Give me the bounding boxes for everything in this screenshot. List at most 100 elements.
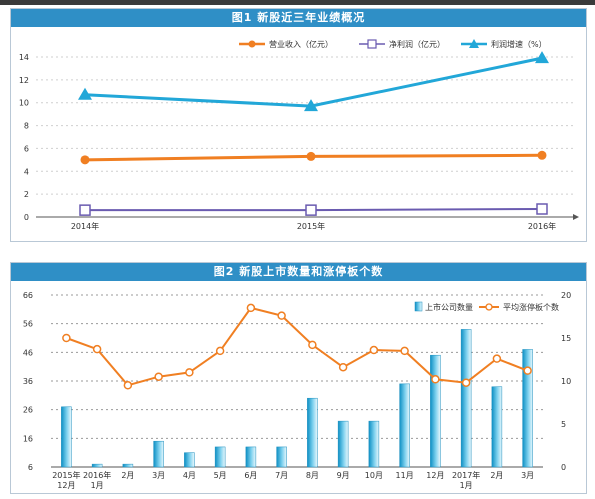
bar (491, 386, 503, 468)
legend-label: 营业收入（亿元） (269, 39, 333, 49)
x-tick-label: 2017年 (452, 470, 480, 480)
x-tick-label: 8月 (306, 471, 319, 480)
chart-1-plot: 0 2 4 6 8 10 12 14 2014年 2015年 2016年 营业收入（亿元） 净利润（亿元… (19, 39, 579, 231)
data-point (305, 204, 317, 216)
bar (153, 440, 164, 468)
data-point (535, 51, 549, 64)
legend-marker (367, 39, 377, 49)
legend-marker (414, 301, 423, 312)
bar (460, 329, 472, 468)
data-point (79, 204, 91, 216)
legend-marker (485, 303, 493, 311)
x-tick-label: 4月 (183, 471, 196, 480)
top-bar (0, 0, 595, 5)
x-tick-label: 3月 (152, 471, 165, 480)
x-tick-label: 2015年 (52, 470, 80, 480)
x-tick-label-line2: 12月 (57, 481, 75, 490)
bar (430, 354, 441, 468)
bar (61, 406, 72, 468)
bar (399, 383, 410, 468)
x-tick-label: 9月 (337, 471, 350, 480)
data-point (537, 150, 547, 160)
data-point (523, 366, 532, 375)
y-left-tick-label: 66 (23, 291, 33, 300)
data-point (369, 345, 379, 355)
data-point (185, 368, 194, 377)
y-left-tick-label: 26 (23, 406, 33, 415)
x-tick-label: 2月 (490, 471, 503, 480)
series-line (84, 56, 543, 108)
data-point (215, 346, 225, 356)
x-tick-label: 3月 (521, 471, 534, 480)
chart-2-title: 图2 新股上市数量和涨停板个数 (11, 263, 586, 281)
y-right-tick-label: 5 (561, 420, 566, 429)
legend-label: 上市公司数量 (425, 302, 473, 312)
data-point (431, 375, 440, 384)
legend-label: 平均涨停板个数 (503, 302, 559, 312)
y-right-tick-label: 15 (561, 334, 571, 343)
x-tick-label: 7月 (275, 471, 288, 480)
data-point (461, 378, 471, 387)
bar (368, 420, 380, 468)
data-point (306, 151, 316, 161)
x-tick-label: 12月 (426, 471, 444, 480)
x-tick-label: 2月 (121, 471, 134, 480)
chart-1-title: 图1 新股近三年业绩概况 (11, 9, 586, 27)
legend-label: 净利润（亿元） (389, 39, 445, 49)
bar (337, 420, 349, 468)
y-left-tick-label: 36 (23, 377, 33, 386)
data-point (123, 381, 133, 390)
y-tick-label: 8 (24, 122, 29, 131)
bar (276, 446, 287, 468)
data-point (154, 372, 163, 381)
bar (522, 349, 533, 468)
x-tick-label: 2015年 (297, 221, 325, 231)
y-tick-label: 6 (24, 144, 29, 153)
data-point (308, 340, 317, 350)
data-point (338, 362, 348, 372)
y-left-tick-label: 6 (28, 463, 33, 472)
x-tick-label: 2016年 (83, 470, 111, 480)
bar (307, 397, 318, 468)
x-tick-label-line2: 1月 (460, 481, 473, 490)
legend-label: 利润增速（%） (491, 39, 547, 49)
data-point (536, 203, 548, 215)
chart-panel-1: 图1 新股近三年业绩概况 0 2 4 6 8 10 12 14 2014年 2015年 2016年 营… (10, 8, 587, 242)
bar (122, 463, 134, 468)
y-left-tick-label: 46 (23, 348, 33, 357)
y-tick-label: 4 (24, 167, 29, 176)
y-left-tick-label: 16 (23, 434, 33, 443)
legend-marker (469, 39, 479, 48)
data-point (92, 344, 102, 354)
y-tick-label: 12 (19, 76, 29, 85)
y-tick-label: 0 (24, 213, 29, 222)
x-tick-label: 2014年 (71, 221, 99, 231)
x-tick-label: 5月 (214, 471, 227, 480)
x-tick-label: 11月 (396, 471, 414, 480)
bar (184, 452, 195, 468)
y-right-tick-label: 20 (561, 291, 571, 300)
x-tick-label: 10月 (365, 471, 383, 480)
x-tick-label-line2: 1月 (91, 481, 104, 490)
y-tick-label: 10 (19, 99, 29, 108)
bar (245, 446, 257, 468)
data-point (80, 155, 90, 165)
x-axis-arrow (573, 214, 579, 220)
chart-panel-2: 图2 新股上市数量和涨停板个数 6 16 26 36 46 56 66 0 5 10 15 20 201… (10, 262, 587, 494)
series-line (66, 306, 528, 387)
x-tick-label: 2016年 (528, 221, 556, 231)
y-right-tick-label: 0 (561, 463, 566, 472)
y-left-tick-label: 56 (23, 320, 33, 329)
data-point (304, 99, 318, 112)
y-tick-label: 14 (19, 53, 29, 62)
y-right-tick-label: 10 (561, 377, 571, 386)
data-point (62, 333, 71, 343)
data-point (492, 354, 502, 363)
data-point (78, 87, 92, 100)
legend-marker (248, 40, 256, 48)
data-point (400, 346, 409, 356)
x-tick-label: 6月 (244, 471, 257, 480)
bar (214, 446, 226, 468)
data-point (246, 303, 256, 313)
